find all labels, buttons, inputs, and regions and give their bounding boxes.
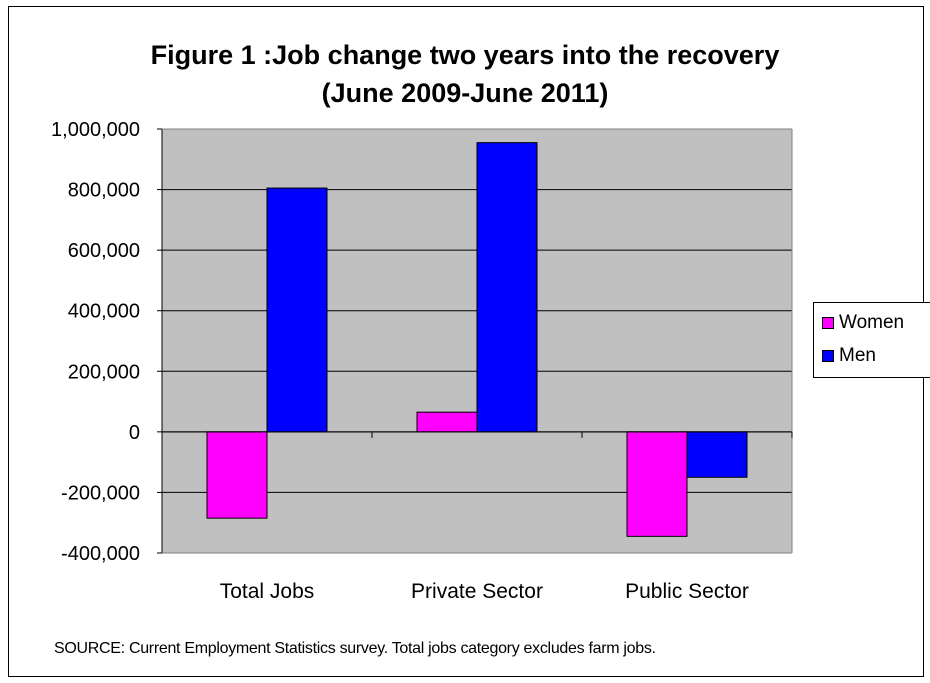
y-tick-label: 600,000 (68, 240, 140, 262)
chart-title: Figure 1 :Job change two years into the … (150, 40, 780, 70)
legend-label-men: Men (839, 345, 876, 366)
x-tick-label: Private Sector (411, 580, 543, 603)
chart-subtitle: (June 2009-June 2011) (321, 78, 609, 108)
legend-swatch-men (822, 350, 834, 362)
bar-men-private-sector (476, 142, 538, 433)
x-tick-label: Total Jobs (220, 580, 315, 603)
x-tick-label: Public Sector (625, 580, 749, 603)
bar-women-private-sector (416, 411, 478, 433)
y-axis-ticks: -400,000 -200,000 0 200,000 400,000 600,000 80… (51, 119, 140, 565)
x-axis-ticks: Total Jobs Private Sector Public Sector (220, 580, 749, 603)
y-tick-label: 400,000 (68, 301, 140, 323)
y-tick-label: 1,000,000 (51, 119, 140, 141)
legend-item-women: Women (822, 312, 904, 334)
y-tick-label: -200,000 (61, 482, 140, 504)
bar-men-total-jobs (266, 187, 328, 433)
y-tick-label: 0 (129, 422, 140, 444)
bars (206, 142, 748, 537)
axes (157, 128, 793, 554)
bar-women-public-sector (626, 431, 688, 537)
y-tick-label: 200,000 (68, 361, 140, 383)
legend-item-men: Men (822, 345, 876, 367)
y-tick-label: -400,000 (61, 543, 140, 565)
bar-women-total-jobs (206, 431, 268, 519)
legend-label-women: Women (839, 312, 905, 333)
y-tick-label: 800,000 (68, 180, 140, 202)
source-note: SOURCE: Current Employment Statistics su… (54, 640, 656, 657)
legend-swatch-women (822, 317, 834, 329)
legend: Women Men (813, 302, 930, 378)
chart-title-block: Figure 1 :Job change two years into the … (0, 36, 930, 112)
bar-men-public-sector (686, 431, 748, 478)
